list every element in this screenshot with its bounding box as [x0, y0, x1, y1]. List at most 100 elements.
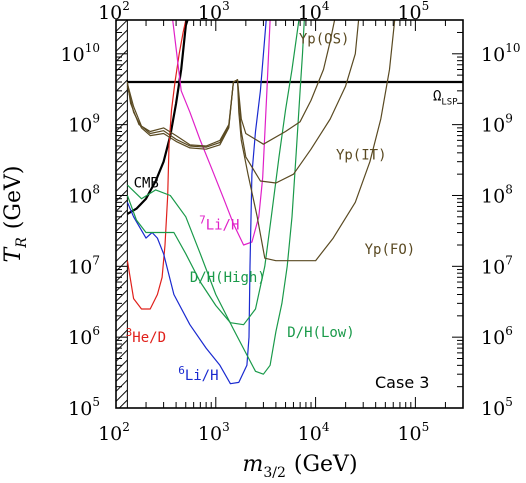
annotations: CMBΩLSPYp(OS)Yp(IT)Yp(FO)7Li/HD/H(High)D…	[126, 31, 459, 383]
hatch-line	[116, 339, 128, 352]
hatch-line	[116, 29, 128, 42]
plot-frame	[115, 19, 464, 409]
label-text: Yp(OS)	[299, 31, 350, 47]
y-tick-label-base: 10	[68, 398, 92, 420]
x-tick-label-exp: 4	[322, 420, 330, 434]
x-axis-title-main: m	[242, 452, 263, 477]
y-tick-label-right: 109	[481, 112, 513, 137]
y-tick-label-base: 10	[68, 115, 92, 137]
label-dh-low: D/H(Low)	[287, 325, 354, 341]
label-dh-high: D/H(High)	[190, 270, 266, 286]
curve-li7	[172, 20, 271, 246]
y-axis-title: TR (GeV)	[1, 166, 30, 263]
label-text: Li/H	[206, 218, 240, 234]
x-tick-label-top-base: 10	[397, 2, 421, 24]
y-tick-label-right-exp: 10	[505, 41, 520, 55]
label-text: He/D	[132, 330, 166, 346]
y-tick-label-right: 105	[481, 395, 513, 420]
hatch-line	[116, 49, 128, 62]
y-tick-label-right: 1010	[481, 41, 520, 66]
x-tick-label-top-exp: 5	[422, 0, 430, 13]
y-tick-label-right-base: 10	[481, 327, 505, 349]
curve-cmb	[126, 20, 189, 215]
hatch-line	[116, 249, 128, 262]
label-text: CMB	[134, 175, 159, 191]
hatch-line	[116, 279, 128, 292]
hatch-line	[118, 399, 128, 408]
y-tick-label-right-exp: 6	[505, 324, 513, 338]
label-yp-os: Yp(OS)	[299, 31, 350, 47]
x-tick-label-top-base: 10	[198, 2, 222, 24]
label-sup: 3	[126, 326, 133, 339]
y-tick-label-exp: 8	[92, 182, 100, 196]
x-tick-label-base: 10	[98, 423, 122, 445]
hatch-line	[116, 349, 128, 362]
hatch-line	[116, 149, 128, 162]
hatch-line	[116, 229, 128, 242]
y-tick-label-base: 10	[68, 185, 92, 207]
label-cmb: CMB	[134, 175, 159, 191]
hatch-line	[116, 89, 128, 102]
label-text: Li/H	[185, 368, 219, 384]
y-tick-label-right-base: 10	[481, 256, 505, 278]
y-tick-label: 107	[68, 253, 100, 278]
x-axis-title: m3/2 (GeV)	[242, 452, 357, 481]
hatch-line	[116, 219, 128, 232]
label-sup: 7	[199, 214, 206, 227]
y-tick-label-right-exp: 5	[505, 395, 513, 409]
y-tick-label-right-base: 10	[481, 398, 505, 420]
label-li7: 7Li/H	[199, 214, 239, 234]
label-text: D/H(Low)	[287, 325, 354, 341]
hatch-line	[116, 20, 128, 32]
y-tick-label: 106	[68, 324, 100, 349]
label-text: Ω	[433, 88, 441, 104]
y-tick-label-right: 107	[481, 253, 513, 278]
x-axis-title-sub: 3/2	[263, 465, 286, 481]
hatch-line	[116, 39, 128, 52]
y-tick-label-right-exp: 8	[505, 182, 513, 196]
x-tick-label: 104	[298, 420, 330, 445]
y-axis-title-sub: R	[14, 237, 30, 249]
hatch-line	[116, 299, 128, 312]
x-tick-label-top-exp: 3	[222, 0, 230, 13]
x-tick-label-top: 103	[198, 0, 230, 24]
y-tick-label-exp: 7	[92, 253, 100, 267]
x-tick-label-top-exp: 2	[122, 0, 130, 13]
y-tick-label-right-base: 10	[481, 44, 505, 66]
y-tick-label-base: 10	[61, 44, 85, 66]
hatch-line	[116, 169, 128, 182]
label-text: D/H(High)	[190, 270, 266, 286]
y-tick-label: 109	[68, 112, 100, 137]
curve-he3	[126, 20, 187, 310]
x-tick-label-base: 10	[397, 423, 421, 445]
hatch-line	[116, 209, 128, 222]
y-tick-label-exp: 10	[85, 41, 100, 55]
x-tick-label-top: 102	[98, 0, 130, 24]
label-omega: ΩLSP	[433, 88, 458, 107]
y-tick-label: 1010	[61, 41, 100, 66]
y-tick-label: 105	[68, 395, 100, 420]
x-axis-title-unit: (GeV)	[294, 452, 358, 477]
x-tick-label-top: 105	[397, 0, 429, 24]
hatch-line	[116, 379, 128, 392]
y-tick-label-exp: 9	[92, 112, 100, 126]
hatch-line	[116, 159, 128, 172]
curve-yp-fo	[126, 20, 396, 262]
curve-dh-low	[126, 20, 305, 375]
y-tick-label-right-exp: 9	[505, 112, 513, 126]
hatch-line	[116, 69, 128, 82]
hatch-line	[116, 199, 128, 212]
x-tick-label-top: 104	[298, 0, 330, 24]
label-li6: 6Li/H	[178, 364, 218, 384]
hatch-line	[116, 329, 128, 342]
x-tick-label: 105	[397, 420, 429, 445]
hatch-line	[116, 179, 128, 192]
x-tick-label-base: 10	[198, 423, 222, 445]
x-tick-label-exp: 3	[222, 420, 230, 434]
x-tick-label-top-base: 10	[98, 2, 122, 24]
y-tick-label-right: 108	[481, 182, 513, 207]
x-tick-label-exp: 2	[122, 420, 130, 434]
x-tick-label-base: 10	[298, 423, 322, 445]
hatch-line	[116, 109, 128, 122]
